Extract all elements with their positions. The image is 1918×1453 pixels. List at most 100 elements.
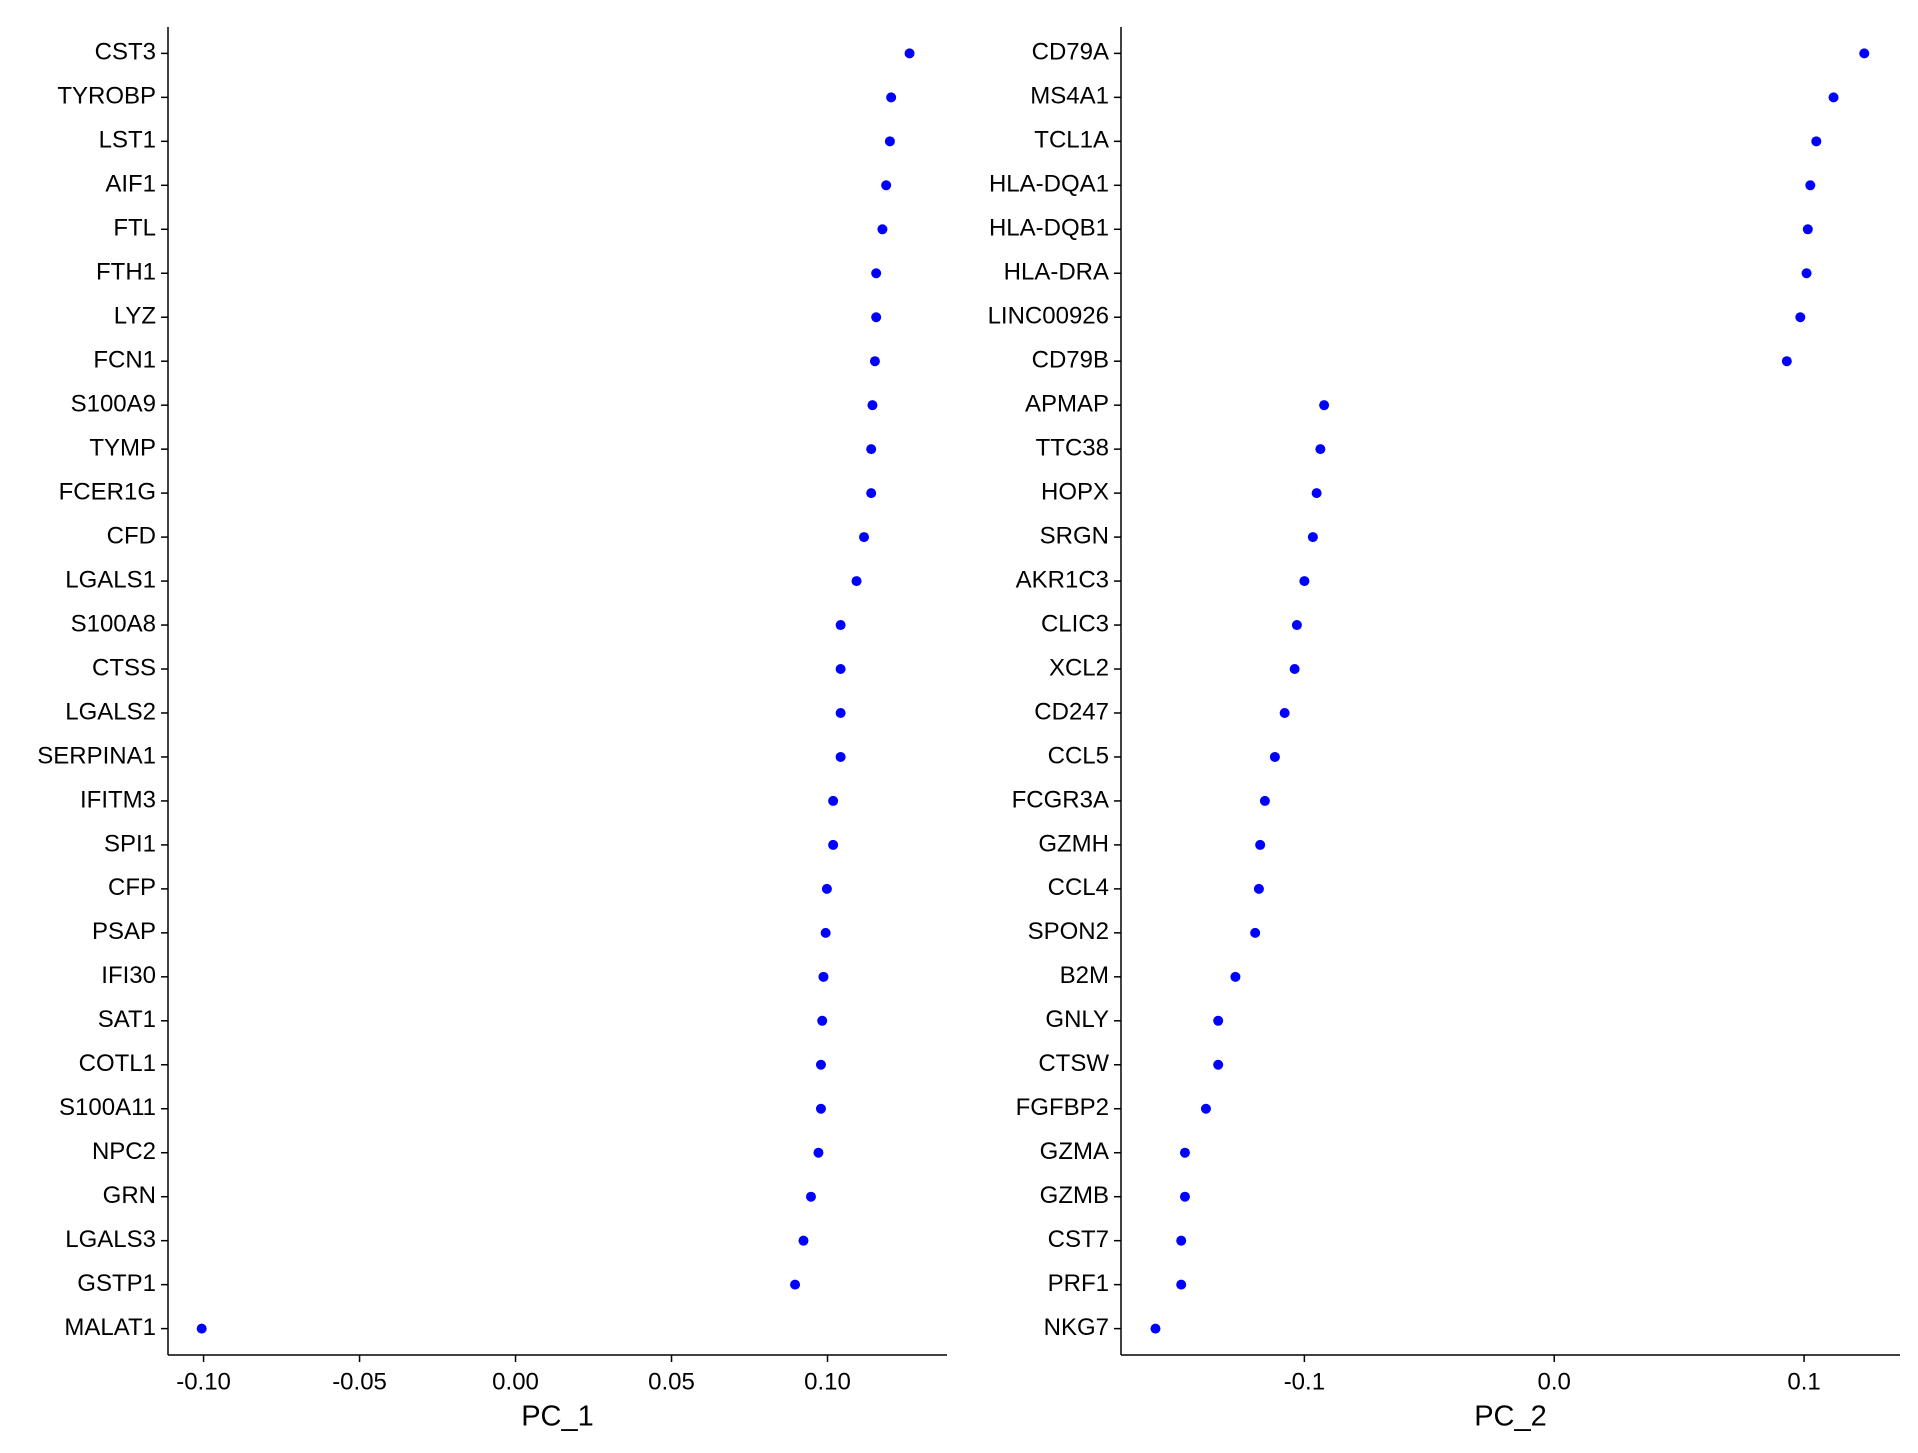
- dot: [1805, 180, 1816, 191]
- y-tick-label: SRGN: [1040, 522, 1109, 549]
- dot: [877, 224, 888, 235]
- y-tick-label: CD79B: [1032, 347, 1109, 374]
- dot: [1315, 444, 1326, 455]
- y-tick-label: PRF1: [1048, 1270, 1109, 1297]
- dot: [1213, 1015, 1224, 1026]
- y-tick-label: PSAP: [92, 918, 156, 945]
- dot: [1179, 1191, 1190, 1202]
- y-tick-label: MALAT1: [64, 1314, 156, 1341]
- x-tick-label: -0.05: [332, 1368, 387, 1395]
- y-tick-label: TYROBP: [57, 83, 156, 110]
- y-tick-label: SPI1: [104, 830, 156, 857]
- y-tick-label: CCL5: [1048, 742, 1109, 769]
- dot: [1179, 1147, 1190, 1158]
- x-tick-label: 0.05: [648, 1368, 695, 1395]
- dot: [1811, 136, 1822, 147]
- y-tick-label: IFITM3: [80, 786, 156, 813]
- dot: [881, 180, 892, 191]
- y-tick-label: CFP: [108, 874, 156, 901]
- dot: [1213, 1059, 1224, 1070]
- dot: [815, 1103, 826, 1114]
- x-axis-title: PC_1: [521, 1401, 594, 1433]
- y-tick-label: FCER1G: [59, 478, 156, 505]
- dot: [1253, 883, 1264, 894]
- dot: [818, 971, 829, 982]
- y-tick-label: LST1: [99, 127, 156, 154]
- dot: [1859, 48, 1870, 59]
- x-tick-label: 0.00: [492, 1368, 539, 1395]
- y-tick-label: LGALS1: [65, 566, 156, 593]
- y-tick-label: LINC00926: [988, 303, 1109, 330]
- dot: [1279, 707, 1290, 718]
- dot: [1795, 312, 1806, 323]
- y-tick-label: APMAP: [1025, 391, 1109, 418]
- y-tick-label: SAT1: [98, 1006, 156, 1033]
- dot: [886, 92, 897, 103]
- y-tick-label: NPC2: [92, 1138, 156, 1165]
- dot: [828, 795, 839, 806]
- y-tick-label: GRN: [103, 1182, 156, 1209]
- y-tick-label: CCL4: [1048, 874, 1109, 901]
- y-tick-label: COTL1: [79, 1050, 156, 1077]
- y-tick-label: S100A11: [59, 1094, 156, 1121]
- y-tick-label: CD247: [1034, 698, 1109, 725]
- y-tick-label: TTC38: [1036, 434, 1109, 461]
- y-tick-label: CTSS: [92, 654, 156, 681]
- dot: [835, 707, 846, 718]
- y-tick-label: FGFBP2: [1016, 1094, 1109, 1121]
- dot: [1200, 1103, 1211, 1114]
- dot: [196, 1323, 207, 1334]
- dot: [871, 312, 882, 323]
- y-tick-label: HLA-DRA: [1004, 259, 1109, 286]
- dot: [1259, 795, 1270, 806]
- dot: [871, 268, 882, 279]
- y-tick-label: CTSW: [1038, 1050, 1109, 1077]
- y-tick-label: LGALS3: [65, 1226, 156, 1253]
- y-tick-label: CFD: [107, 522, 156, 549]
- dot: [866, 488, 877, 499]
- dot: [1307, 532, 1318, 543]
- dot: [828, 839, 839, 850]
- y-tick-label: HOPX: [1041, 478, 1109, 505]
- y-tick-label: CLIC3: [1041, 610, 1109, 637]
- y-tick-label: AIF1: [105, 171, 156, 198]
- dot: [866, 444, 877, 455]
- y-tick-label: B2M: [1060, 962, 1109, 989]
- dot: [867, 400, 878, 411]
- dot: [1269, 751, 1280, 762]
- x-tick-label: -0.10: [176, 1368, 231, 1395]
- y-tick-label: TCL1A: [1034, 127, 1109, 154]
- x-tick-label: -0.1: [1284, 1368, 1325, 1395]
- dot: [815, 1059, 826, 1070]
- x-tick-label: 0.1: [1787, 1368, 1820, 1395]
- dot: [869, 356, 880, 367]
- dot: [835, 664, 846, 675]
- dot: [1299, 576, 1310, 587]
- x-tick-label: 0.10: [804, 1368, 851, 1395]
- y-tick-label: S100A9: [71, 391, 156, 418]
- y-tick-label: TYMP: [89, 434, 156, 461]
- dot: [790, 1279, 801, 1290]
- dot: [1801, 268, 1812, 279]
- y-tick-label: CD79A: [1032, 39, 1109, 66]
- dot: [835, 751, 846, 762]
- y-tick-label: GZMH: [1038, 830, 1109, 857]
- dot: [805, 1191, 816, 1202]
- y-tick-label: HLA-DQB1: [989, 215, 1109, 242]
- dot: [1289, 664, 1300, 675]
- y-tick-label: IFI30: [101, 962, 156, 989]
- dot: [821, 883, 832, 894]
- y-tick-label: CST3: [95, 39, 156, 66]
- y-tick-label: MS4A1: [1030, 83, 1109, 110]
- y-tick-label: SERPINA1: [37, 742, 156, 769]
- x-tick-label: 0.0: [1538, 1368, 1571, 1395]
- y-tick-label: CST7: [1048, 1226, 1109, 1253]
- y-tick-label: SPON2: [1028, 918, 1109, 945]
- y-tick-label: S100A8: [71, 610, 156, 637]
- y-tick-label: FTH1: [96, 259, 156, 286]
- dot: [820, 927, 831, 938]
- dot: [1176, 1235, 1187, 1246]
- dot: [1250, 927, 1261, 938]
- y-tick-label: GZMA: [1040, 1138, 1109, 1165]
